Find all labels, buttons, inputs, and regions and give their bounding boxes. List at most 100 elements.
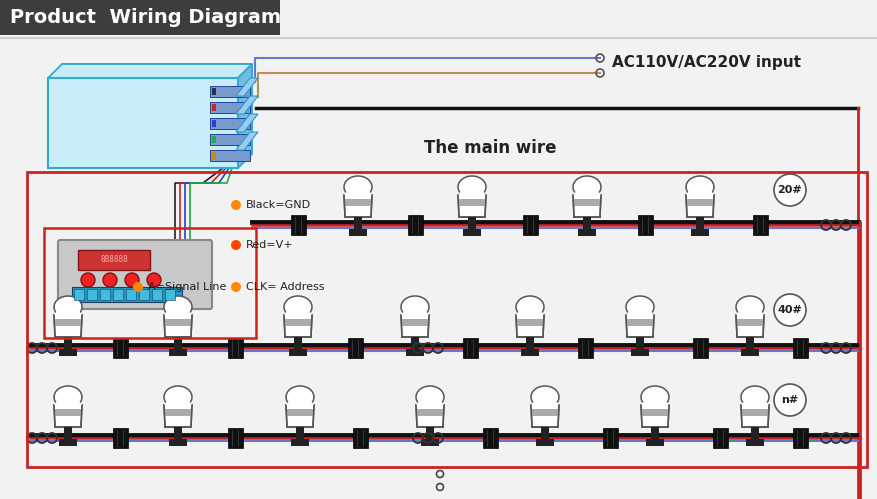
Ellipse shape <box>54 386 82 408</box>
Text: 20#: 20# <box>777 185 802 195</box>
Bar <box>410 337 418 349</box>
Bar <box>210 102 250 113</box>
Bar <box>113 289 123 300</box>
Ellipse shape <box>458 190 486 200</box>
Polygon shape <box>236 78 258 96</box>
Bar <box>353 217 361 229</box>
Text: Black=GND: Black=GND <box>246 200 310 210</box>
Bar <box>467 217 475 229</box>
Ellipse shape <box>740 386 768 408</box>
Bar <box>344 199 372 206</box>
Ellipse shape <box>740 400 768 410</box>
Ellipse shape <box>458 176 486 198</box>
Bar <box>174 427 182 439</box>
Ellipse shape <box>401 296 429 318</box>
Bar <box>228 428 243 448</box>
Text: 40#: 40# <box>777 305 802 315</box>
Ellipse shape <box>531 386 559 408</box>
Bar <box>283 319 311 326</box>
Bar <box>420 439 438 446</box>
Bar <box>735 319 763 326</box>
Polygon shape <box>164 315 192 337</box>
Ellipse shape <box>164 400 192 410</box>
Polygon shape <box>236 114 258 132</box>
Bar <box>577 338 592 358</box>
Text: AC110V/AC220V input: AC110V/AC220V input <box>611 54 800 69</box>
Circle shape <box>125 273 139 287</box>
Ellipse shape <box>516 296 544 318</box>
Bar <box>692 338 707 358</box>
Circle shape <box>774 384 805 416</box>
Polygon shape <box>236 96 258 114</box>
Bar <box>745 337 753 349</box>
Circle shape <box>774 174 805 206</box>
Bar <box>64 427 72 439</box>
Polygon shape <box>401 315 429 337</box>
Bar <box>210 118 250 129</box>
Bar <box>59 439 77 446</box>
Bar <box>462 338 477 358</box>
Ellipse shape <box>640 386 668 408</box>
Circle shape <box>774 294 805 326</box>
Bar <box>482 428 497 448</box>
Polygon shape <box>344 195 372 217</box>
Bar <box>290 215 306 235</box>
Bar <box>347 338 362 358</box>
Bar <box>577 229 595 236</box>
Ellipse shape <box>735 296 763 318</box>
Bar <box>792 338 807 358</box>
Polygon shape <box>573 195 601 217</box>
Bar <box>27 172 866 467</box>
Bar <box>348 229 367 236</box>
Ellipse shape <box>640 400 668 410</box>
Text: The main wire: The main wire <box>424 139 556 157</box>
Bar <box>690 229 709 236</box>
Bar <box>165 289 175 300</box>
Bar <box>531 409 559 416</box>
Ellipse shape <box>625 296 653 318</box>
Bar <box>100 289 110 300</box>
Ellipse shape <box>531 400 559 410</box>
Bar <box>211 120 216 127</box>
Bar <box>535 439 553 446</box>
Ellipse shape <box>344 190 372 200</box>
Bar <box>62 64 252 154</box>
Text: Product  Wiring Diagram: Product Wiring Diagram <box>10 8 281 27</box>
Bar <box>408 215 423 235</box>
Circle shape <box>132 282 143 292</box>
Bar <box>113 338 128 358</box>
Ellipse shape <box>283 296 311 318</box>
Polygon shape <box>516 315 544 337</box>
Bar <box>540 427 548 439</box>
Bar <box>635 337 643 349</box>
Bar <box>210 134 250 145</box>
Circle shape <box>81 273 95 287</box>
Bar <box>582 217 590 229</box>
Bar <box>625 319 653 326</box>
Polygon shape <box>685 195 713 217</box>
Ellipse shape <box>573 176 601 198</box>
Ellipse shape <box>286 386 314 408</box>
Bar <box>638 215 652 235</box>
Bar <box>520 349 538 356</box>
Polygon shape <box>640 405 668 427</box>
FancyBboxPatch shape <box>58 240 211 309</box>
Polygon shape <box>236 132 258 150</box>
Bar <box>211 136 216 143</box>
Bar <box>516 319 544 326</box>
Bar <box>458 199 486 206</box>
Polygon shape <box>735 315 763 337</box>
Bar <box>210 86 250 97</box>
Bar <box>405 349 424 356</box>
Ellipse shape <box>401 310 429 320</box>
Ellipse shape <box>54 400 82 410</box>
Bar <box>750 427 758 439</box>
Bar <box>740 349 758 356</box>
Ellipse shape <box>416 400 444 410</box>
Ellipse shape <box>573 190 601 200</box>
Polygon shape <box>54 315 82 337</box>
Bar <box>289 349 307 356</box>
Ellipse shape <box>735 310 763 320</box>
Polygon shape <box>286 405 314 427</box>
Bar <box>152 289 162 300</box>
